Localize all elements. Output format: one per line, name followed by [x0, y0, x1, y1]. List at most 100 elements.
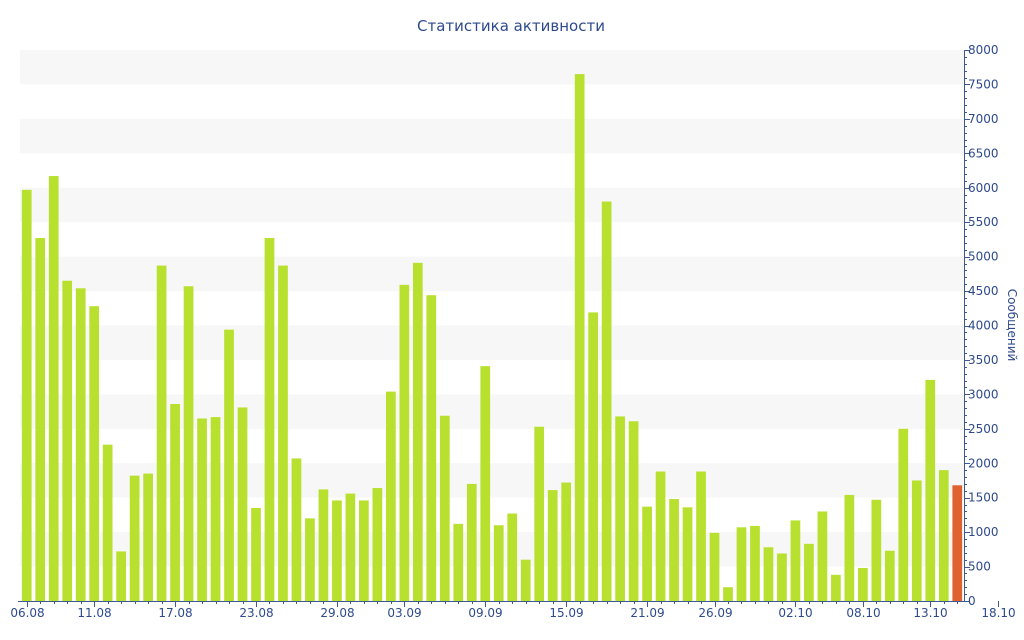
grid-band — [20, 325, 964, 360]
bar — [547, 490, 558, 601]
x-tick-label: 11.08 — [77, 606, 111, 620]
x-tick-label: 09.09 — [468, 606, 502, 620]
bar — [898, 428, 909, 601]
y-axis-title: Сообщений — [1005, 289, 1019, 362]
bar — [21, 189, 32, 601]
bar — [925, 379, 936, 601]
bar — [359, 500, 369, 601]
bar — [601, 201, 612, 601]
x-tick-label: 15.09 — [549, 606, 583, 620]
x-tick-label: 13.10 — [913, 606, 947, 620]
grid-band — [20, 256, 964, 292]
grid-band — [20, 187, 964, 223]
bar — [750, 525, 760, 601]
bar — [278, 265, 288, 601]
bar — [466, 483, 477, 601]
y-tick-label: 0 — [968, 594, 976, 608]
grid-bands — [20, 50, 964, 567]
y-tick-label: 3000 — [968, 387, 999, 401]
bar — [183, 286, 194, 601]
x-tick-label: 08.10 — [846, 606, 880, 620]
bar — [62, 280, 73, 601]
bar — [777, 553, 787, 601]
bar — [534, 426, 545, 601]
bar — [723, 587, 733, 601]
y-tick-label: 1000 — [968, 525, 999, 539]
y-tick-label: 8000 — [968, 43, 999, 57]
bar — [669, 499, 679, 601]
bars-group — [21, 74, 963, 601]
bar — [911, 480, 922, 601]
bar — [763, 547, 774, 601]
bar — [480, 366, 491, 601]
bar — [736, 527, 747, 601]
bar — [345, 493, 356, 601]
bar — [197, 418, 207, 601]
y-tick-label: 7500 — [968, 77, 999, 91]
grid-band — [20, 118, 964, 154]
bar — [884, 550, 895, 601]
bar — [412, 262, 423, 601]
x-tick-label: 17.08 — [158, 606, 192, 620]
bar — [291, 458, 302, 601]
bar — [170, 404, 180, 601]
bar — [318, 489, 329, 601]
bar — [143, 473, 153, 601]
bar — [399, 284, 410, 601]
bar — [332, 500, 342, 601]
x-tick-label: 03.09 — [387, 606, 421, 620]
bar — [871, 499, 882, 601]
x-tick-label: 21.09 — [630, 606, 664, 620]
bar — [372, 488, 383, 601]
bar — [844, 494, 855, 601]
y-tick-label: 6500 — [968, 146, 999, 160]
bar — [817, 511, 828, 601]
bar — [615, 416, 625, 601]
bar — [89, 306, 100, 601]
bar — [224, 329, 234, 601]
y-tick-label: 1500 — [968, 491, 999, 505]
bar — [938, 470, 949, 601]
bar — [129, 475, 140, 601]
axes-group: 0 500 1000 1500 2000 2500 3000 3500 4000 4500 5000… — [10, 43, 1015, 620]
bar — [709, 532, 720, 601]
bar — [696, 471, 706, 601]
y-tick-label: 500 — [968, 560, 991, 574]
bar — [251, 508, 261, 601]
x-tick-label: 26.09 — [698, 606, 732, 620]
x-tick-label: 02.10 — [778, 606, 812, 620]
bar — [507, 513, 518, 601]
y-tick-label: 3500 — [968, 353, 999, 367]
bar — [48, 176, 59, 601]
bar — [588, 312, 598, 601]
bar — [682, 507, 693, 601]
bar — [520, 559, 531, 601]
bar — [210, 417, 221, 601]
bar — [116, 551, 126, 601]
y-tick-label: 5500 — [968, 215, 999, 229]
bar — [264, 238, 275, 601]
bar — [35, 238, 46, 601]
x-tick-label: 18.10 — [981, 606, 1015, 620]
bar — [831, 574, 841, 601]
bar — [237, 407, 248, 601]
bar — [628, 421, 639, 601]
y-tick-label: 2500 — [968, 422, 999, 436]
x-tick-label: 23.08 — [239, 606, 273, 620]
x-tick-label: 06.08 — [10, 606, 44, 620]
bar — [426, 295, 437, 601]
chart-title: Статистика активности — [417, 17, 605, 35]
bar-current — [952, 485, 963, 601]
bar — [75, 288, 86, 601]
bar — [574, 74, 585, 601]
bar — [790, 520, 801, 601]
x-tick-label: 29.08 — [320, 606, 354, 620]
bar — [655, 471, 666, 601]
bar — [642, 506, 652, 601]
y-tick-label: 5000 — [968, 250, 999, 264]
bar — [386, 391, 396, 601]
y-tick-label: 4000 — [968, 319, 999, 333]
bar — [305, 518, 315, 601]
